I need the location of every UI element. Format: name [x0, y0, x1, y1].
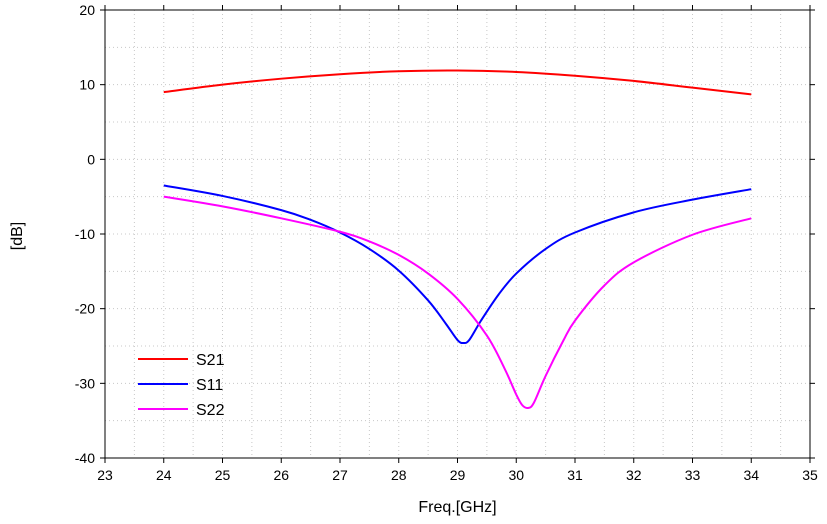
x-tick-label: 35	[802, 467, 818, 483]
x-tick-label: 23	[97, 467, 113, 483]
legend-label-s21: S21	[196, 352, 225, 369]
y-tick-label: -40	[75, 450, 95, 466]
x-tick-label: 24	[156, 467, 172, 483]
y-tick-label: 0	[87, 151, 95, 167]
y-axis-title: [dB]	[9, 222, 26, 250]
y-tick-label: -20	[75, 301, 95, 317]
x-tick-label: 27	[332, 467, 348, 483]
legend-label-s22: S22	[196, 402, 225, 419]
legend: S21 S11 S22	[138, 352, 225, 419]
y-tick-label: 20	[79, 2, 95, 18]
x-tick-label: 26	[273, 467, 289, 483]
x-tick-label: 28	[391, 467, 407, 483]
x-tick-label: 30	[508, 467, 524, 483]
y-tick-label: 10	[79, 77, 95, 93]
series-lines	[163, 69, 752, 410]
x-tick-label: 33	[685, 467, 701, 483]
grid	[105, 10, 810, 458]
x-axis-title: Freq.[GHz]	[418, 499, 496, 516]
y-tick-label: -10	[75, 226, 95, 242]
legend-label-s11: S11	[196, 377, 223, 394]
x-tick-label: 34	[743, 467, 759, 483]
x-tick-label: 25	[215, 467, 231, 483]
series-line-s21	[163, 69, 752, 96]
x-tick-label: 31	[567, 467, 583, 483]
series-line-s22	[163, 195, 752, 410]
y-tick-label: -30	[75, 375, 95, 391]
x-tick-label: 32	[626, 467, 642, 483]
series-line-s11	[163, 184, 752, 345]
x-tick-label: 29	[450, 467, 466, 483]
axis-ticks: 23 24 25 26 27 28 29 30 31 32 33 34 35 -40 -30 -20 -10 0 1…	[75, 2, 818, 483]
